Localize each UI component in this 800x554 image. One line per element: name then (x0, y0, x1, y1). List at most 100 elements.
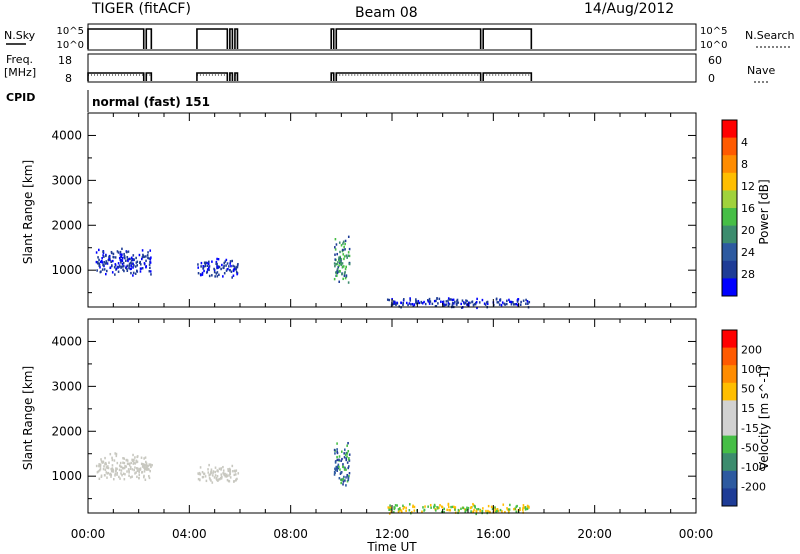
scatter-point (108, 257, 110, 260)
scatter-point (416, 301, 419, 305)
scatter-point (338, 477, 341, 480)
scatter-point (139, 267, 142, 270)
scatter-point (218, 477, 221, 481)
power-x-ticks (87, 113, 697, 307)
scatter-point (141, 462, 144, 466)
scatter-point (142, 464, 145, 467)
scatter-point (508, 510, 510, 513)
scatter-point (342, 465, 345, 469)
scatter-point (107, 465, 109, 468)
nsky-segment (145, 28, 153, 49)
colorbar-tick-label: -100 (741, 461, 766, 474)
scatter-point (447, 503, 450, 506)
scatter-point (112, 252, 115, 256)
scatter-point (203, 269, 205, 273)
scatter-point (462, 506, 465, 510)
scatter-point (336, 458, 339, 462)
scatter-point (490, 505, 493, 509)
y-tick-label: 2000 (51, 218, 82, 232)
scatter-point (334, 452, 336, 455)
scatter-point (408, 503, 411, 506)
scatter-point (512, 301, 514, 304)
scatter-point (465, 299, 467, 302)
scatter-point (347, 254, 350, 257)
scatter-point (126, 258, 129, 261)
scatter-point (348, 472, 351, 475)
scatter-point (206, 268, 209, 271)
scatter-point (197, 263, 199, 266)
scatter-point (342, 240, 345, 243)
scatter-point (136, 467, 139, 470)
scatter-point (105, 463, 108, 466)
scatter-point (403, 506, 406, 509)
scatter-point (203, 261, 206, 264)
scatter-point (126, 267, 128, 271)
scatter-point (433, 506, 435, 509)
colorbar-swatch (722, 365, 737, 384)
scatter-point (99, 266, 101, 269)
scatter-point (148, 474, 150, 478)
scatter-point (144, 478, 147, 481)
scatter-point (148, 257, 151, 260)
scatter-point (138, 253, 141, 257)
scatter-point (227, 469, 230, 473)
scatter-point (99, 270, 102, 274)
scatter-point (447, 505, 450, 509)
scatter-point (446, 508, 448, 512)
scatter-point (456, 298, 459, 302)
scatter-point (433, 503, 436, 507)
scatter-point (460, 302, 463, 306)
scatter-point (510, 303, 513, 306)
scatter-point (215, 262, 218, 266)
scatter-point (116, 461, 119, 465)
scatter-point (102, 254, 104, 257)
scatter-point (122, 456, 124, 460)
scatter-point (509, 503, 511, 507)
scatter-point (143, 262, 146, 265)
scatter-point (346, 455, 348, 458)
scatter-point (514, 507, 516, 511)
scatter-point (211, 481, 214, 484)
scatter-point (336, 267, 339, 271)
scatter-point (343, 245, 345, 249)
scatter-point (122, 265, 125, 268)
scatter-point (333, 277, 336, 281)
scatter-point (335, 263, 337, 266)
scatter-point (443, 304, 445, 307)
scatter-point (105, 254, 107, 258)
scatter-point (225, 269, 228, 272)
scatter-point (387, 506, 390, 509)
scatter-point (517, 298, 519, 301)
scatter-point (435, 304, 438, 308)
scatter-point (208, 474, 211, 477)
scatter-point (209, 478, 211, 481)
scatter-point (408, 509, 411, 512)
scatter-point (202, 267, 204, 270)
scatter-point (215, 260, 218, 264)
scatter-point (210, 468, 213, 471)
y-tick-label: 1000 (51, 263, 82, 277)
scatter-point (403, 298, 405, 301)
scatter-point (131, 262, 133, 265)
scatter-point (334, 468, 337, 472)
scatter-point (149, 270, 152, 273)
scatter-point (231, 464, 234, 468)
scatter-point (130, 256, 133, 260)
scatter-point (227, 267, 229, 271)
scatter-point (339, 468, 341, 471)
scatter-point (417, 299, 420, 303)
scatter-point (227, 479, 230, 483)
scatter-point (141, 256, 144, 259)
nsky-segment (330, 28, 335, 49)
scatter-point (503, 302, 506, 306)
scatter-point (139, 467, 142, 470)
scatter-point (522, 508, 524, 511)
scatter-point (99, 468, 102, 471)
x-tick-label: 04:00 (172, 527, 207, 541)
scatter-point (120, 266, 122, 269)
x-tick-label: 16:00 (476, 527, 511, 541)
scatter-point (204, 264, 207, 268)
scatter-point (453, 302, 455, 305)
scatter-point (102, 263, 104, 267)
scatter-point (411, 302, 414, 306)
